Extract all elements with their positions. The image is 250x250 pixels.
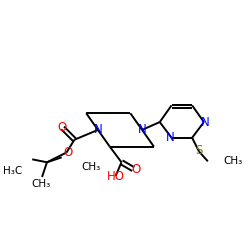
Text: CH₃: CH₃ bbox=[224, 156, 243, 166]
Text: H₃C: H₃C bbox=[3, 166, 22, 176]
Text: N: N bbox=[200, 116, 209, 128]
Text: CH₃: CH₃ bbox=[81, 162, 100, 172]
Text: HO: HO bbox=[106, 170, 124, 183]
Text: N: N bbox=[138, 124, 146, 136]
Text: N: N bbox=[166, 131, 175, 144]
Text: O: O bbox=[63, 146, 72, 159]
Text: CH₃: CH₃ bbox=[32, 179, 51, 189]
Text: O: O bbox=[57, 122, 66, 134]
Text: S: S bbox=[195, 144, 203, 157]
Text: N: N bbox=[94, 124, 102, 136]
Text: O: O bbox=[132, 163, 141, 176]
